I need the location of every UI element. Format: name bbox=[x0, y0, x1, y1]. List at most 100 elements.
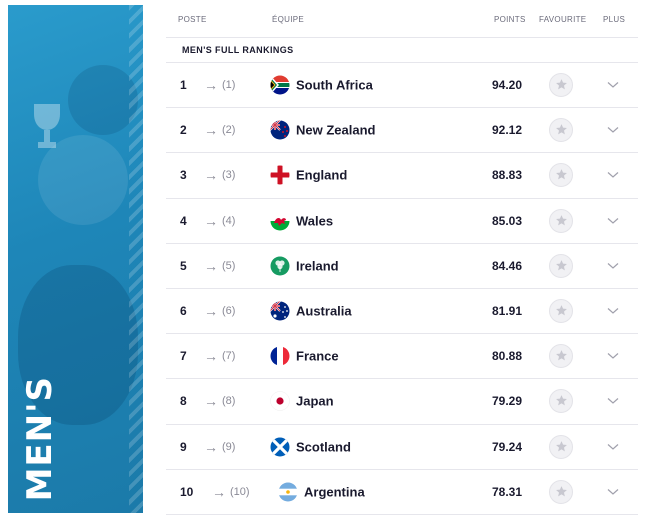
team-name[interactable]: Argentina bbox=[304, 484, 365, 500]
expand-button[interactable] bbox=[607, 166, 619, 184]
rank-number: 1 bbox=[180, 78, 187, 93]
rank-number: 4 bbox=[180, 213, 187, 228]
team-name[interactable]: Australia bbox=[296, 303, 352, 319]
favourite-button[interactable] bbox=[549, 73, 573, 98]
arrow-right-icon: → bbox=[204, 167, 218, 184]
previous-rank: (2) bbox=[222, 124, 236, 137]
arrow-right-icon: → bbox=[204, 303, 218, 320]
promo-shape bbox=[68, 65, 138, 135]
team-name[interactable]: England bbox=[296, 167, 348, 183]
chevron-down-icon bbox=[607, 398, 619, 405]
table-row[interactable]: 1 → (1) South Africa 94.20 bbox=[166, 63, 638, 109]
arrow-right-icon: → bbox=[204, 257, 218, 274]
trophy-icon bbox=[34, 104, 60, 148]
table-row[interactable]: 3 → (3) England 88.83 bbox=[166, 153, 638, 199]
ranking-rows: 1 → (1) South Africa 94.20 2 → (2) New Z… bbox=[166, 63, 638, 515]
team-name[interactable]: New Zealand bbox=[296, 122, 376, 138]
chevron-down-icon bbox=[607, 172, 619, 179]
team-points: 80.88 bbox=[492, 349, 523, 364]
new-zealand-flag-icon bbox=[270, 120, 290, 140]
team-points: 84.46 bbox=[492, 258, 523, 273]
promo-title: MEN'S bbox=[20, 375, 60, 501]
star-icon bbox=[556, 214, 567, 226]
previous-rank: (7) bbox=[222, 350, 236, 363]
rank-number: 2 bbox=[180, 123, 187, 138]
arrow-right-icon: → bbox=[204, 438, 218, 455]
header-rank[interactable]: POSTE bbox=[178, 15, 207, 24]
expand-button[interactable] bbox=[607, 212, 619, 230]
table-header: POSTE ÉQUIPE POINTS FAVOURITE PLUS bbox=[166, 0, 638, 38]
rank-number: 9 bbox=[180, 439, 187, 454]
expand-button[interactable] bbox=[607, 347, 619, 365]
favourite-button[interactable] bbox=[549, 344, 573, 369]
star-icon bbox=[556, 350, 567, 361]
promo-shape bbox=[38, 135, 128, 225]
chevron-down-icon bbox=[607, 82, 619, 88]
rank-number: 10 bbox=[180, 484, 194, 499]
team-name[interactable]: Ireland bbox=[296, 258, 339, 274]
favourite-button[interactable] bbox=[549, 253, 573, 278]
favourite-button[interactable] bbox=[549, 208, 573, 233]
table-row[interactable]: 9 → (9) Scotland 79.24 bbox=[166, 425, 638, 470]
promo-shape bbox=[18, 265, 138, 425]
japan-flag-icon bbox=[270, 391, 290, 412]
team-name[interactable]: France bbox=[296, 348, 339, 364]
previous-rank: (3) bbox=[222, 169, 236, 182]
team-name[interactable]: Japan bbox=[296, 393, 334, 409]
favourite-button[interactable] bbox=[549, 479, 573, 504]
table-row[interactable]: 10 → (10) Argentina 78.31 bbox=[166, 470, 638, 515]
rankings-table: POSTE ÉQUIPE POINTS FAVOURITE PLUS MEN'S… bbox=[166, 0, 638, 515]
table-row[interactable]: 4 → (4) Wales 85.03 bbox=[166, 199, 638, 244]
expand-button[interactable] bbox=[607, 121, 619, 139]
favourite-button[interactable] bbox=[549, 389, 573, 414]
team-name[interactable]: Wales bbox=[296, 213, 334, 229]
favourite-button[interactable] bbox=[549, 163, 573, 188]
table-row[interactable]: 7 → (7) France 80.88 bbox=[166, 334, 638, 380]
expand-button[interactable] bbox=[607, 392, 619, 410]
rank-number: 8 bbox=[180, 394, 187, 409]
team-points: 81.91 bbox=[492, 304, 523, 319]
header-team[interactable]: ÉQUIPE bbox=[272, 15, 305, 24]
favourite-button[interactable] bbox=[549, 299, 573, 324]
star-icon bbox=[556, 440, 567, 451]
header-favourite: FAVOURITE bbox=[539, 15, 587, 24]
expand-button[interactable] bbox=[607, 302, 619, 320]
team-points: 88.83 bbox=[492, 168, 523, 183]
expand-button[interactable] bbox=[607, 257, 619, 275]
arrow-right-icon: → bbox=[204, 122, 218, 139]
table-row[interactable]: 8 → (8) Japan 79.29 bbox=[166, 379, 638, 425]
favourite-button[interactable] bbox=[549, 434, 573, 459]
arrow-right-icon: → bbox=[204, 77, 218, 94]
chevron-down-icon bbox=[607, 127, 619, 134]
rank-number: 3 bbox=[180, 168, 187, 183]
favourite-button[interactable] bbox=[549, 118, 573, 143]
expand-button[interactable] bbox=[607, 438, 619, 456]
team-name[interactable]: Scotland bbox=[296, 439, 351, 455]
team-points: 94.20 bbox=[492, 78, 523, 93]
table-row[interactable]: 6 → (6) Australia 81.91 bbox=[166, 289, 638, 335]
expand-button[interactable] bbox=[607, 76, 619, 94]
arrow-right-icon: → bbox=[212, 483, 226, 500]
england-flag-icon bbox=[270, 165, 290, 185]
france-flag-icon bbox=[270, 346, 290, 366]
previous-rank: (1) bbox=[222, 79, 236, 92]
ireland-flag-icon bbox=[270, 256, 290, 276]
rank-number: 7 bbox=[180, 349, 187, 364]
arrow-right-icon: → bbox=[204, 212, 218, 229]
promo-stripe bbox=[129, 5, 143, 513]
previous-rank: (10) bbox=[230, 485, 250, 498]
star-icon bbox=[556, 79, 567, 90]
team-name[interactable]: South Africa bbox=[296, 77, 373, 93]
table-row[interactable]: 2 → (2) New Zealand 92.12 bbox=[166, 108, 638, 154]
argentina-flag-icon bbox=[278, 482, 298, 502]
mens-promo-panel: MEN'S bbox=[8, 5, 143, 513]
header-points[interactable]: POINTS bbox=[494, 15, 526, 24]
expand-button[interactable] bbox=[607, 483, 619, 501]
team-points: 79.24 bbox=[492, 439, 523, 454]
arrow-right-icon: → bbox=[204, 348, 218, 365]
previous-rank: (5) bbox=[222, 259, 236, 272]
team-points: 78.31 bbox=[492, 484, 523, 499]
table-row[interactable]: 5 → (5) Ireland 84.46 bbox=[166, 244, 638, 289]
chevron-down-icon bbox=[607, 308, 619, 314]
team-points: 85.03 bbox=[492, 213, 523, 228]
